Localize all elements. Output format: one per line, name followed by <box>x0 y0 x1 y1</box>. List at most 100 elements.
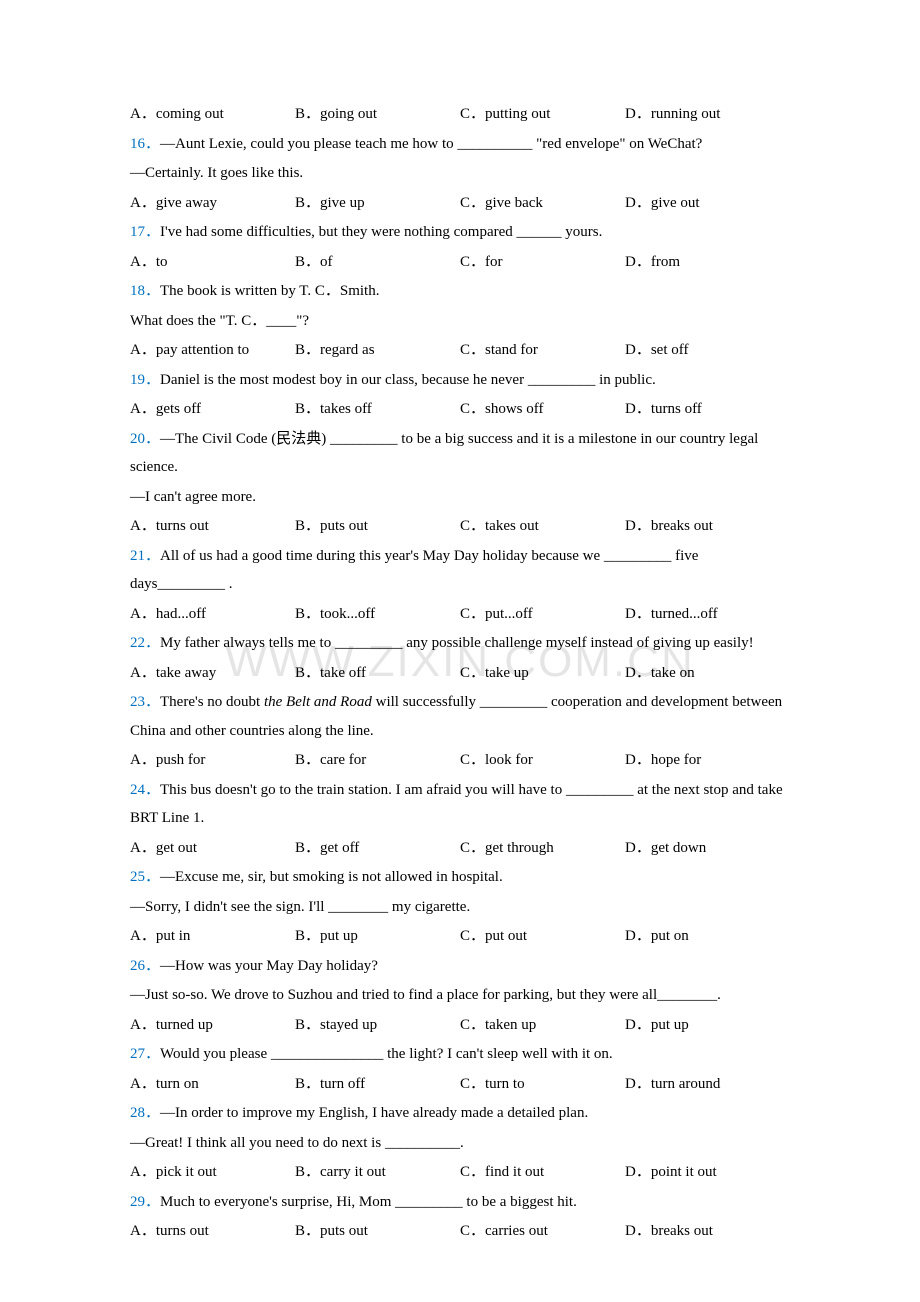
option-d: D．breaks out <box>625 512 790 541</box>
q16-options: A．give away B．give up C．give back D．give… <box>130 189 790 218</box>
q27-number: 27． <box>130 1046 160 1062</box>
option-c: C．shows off <box>460 395 625 424</box>
option-b: B．takes off <box>295 395 460 424</box>
option-c: C．takes out <box>460 512 625 541</box>
option-d: D．get down <box>625 834 790 863</box>
q18-line2: What does the "T. C．____"? <box>130 307 790 336</box>
q19-options: A．gets off B．takes off C．shows off D．tur… <box>130 395 790 424</box>
q27-line: 27．Would you please _______________ the … <box>130 1040 790 1069</box>
option-b: B．going out <box>295 100 460 129</box>
option-b: B．regard as <box>295 336 460 365</box>
q23-number: 23． <box>130 694 160 710</box>
document-page: WWW.ZIXIN.COM.CN A．coming out B．going ou… <box>0 0 920 1287</box>
option-d: D．turn around <box>625 1070 790 1099</box>
option-b: B．get off <box>295 834 460 863</box>
q16-line2: —Certainly. It goes like this. <box>130 159 790 188</box>
q21-text: All of us had a good time during this ye… <box>130 548 698 593</box>
q28-line2: —Great! I think all you need to do next … <box>130 1129 790 1158</box>
q20-line2: —I can't agree more. <box>130 483 790 512</box>
option-c: C．turn to <box>460 1070 625 1099</box>
q29-options: A．turns out B．puts out C．carries out D．b… <box>130 1217 790 1246</box>
option-a: A．coming out <box>130 100 295 129</box>
q19-line: 19．Daniel is the most modest boy in our … <box>130 366 790 395</box>
q25-line1: 25．—Excuse me, sir, but smoking is not a… <box>130 863 790 892</box>
q18-number: 18． <box>130 283 160 299</box>
q18-text1: The book is written by T. C．Smith. <box>160 283 379 299</box>
option-a: A．had...off <box>130 600 295 629</box>
q24-options: A．get out B．get off C．get through D．get … <box>130 834 790 863</box>
q18-line1: 18．The book is written by T. C．Smith. <box>130 277 790 306</box>
q17-number: 17． <box>130 224 160 240</box>
option-d: D．point it out <box>625 1158 790 1187</box>
option-a: A．give away <box>130 189 295 218</box>
option-d: D．put up <box>625 1011 790 1040</box>
q23-line: 23．There's no doubt the Belt and Road wi… <box>130 688 790 745</box>
option-d: D．hope for <box>625 746 790 775</box>
q22-line: 22．My father always tells me to ________… <box>130 629 790 658</box>
q21-number: 21． <box>130 548 160 564</box>
q27-text: Would you please _______________ the lig… <box>160 1046 613 1062</box>
option-c: C．carries out <box>460 1217 625 1246</box>
q27-options: A．turn on B．turn off C．turn to D．turn ar… <box>130 1070 790 1099</box>
option-b: B．stayed up <box>295 1011 460 1040</box>
option-a: A．turned up <box>130 1011 295 1040</box>
q25-number: 25． <box>130 869 160 885</box>
option-c: C．put out <box>460 922 625 951</box>
option-c: C．get through <box>460 834 625 863</box>
q24-line: 24．This bus doesn't go to the train stat… <box>130 776 790 833</box>
option-c: C．for <box>460 248 625 277</box>
option-a: A．turns out <box>130 512 295 541</box>
q16-line1: 16．—Aunt Lexie, could you please teach m… <box>130 130 790 159</box>
option-a: A．put in <box>130 922 295 951</box>
q28-number: 28． <box>130 1105 160 1121</box>
q21-options: A．had...off B．took...off C．put...off D．t… <box>130 600 790 629</box>
option-b: B．put up <box>295 922 460 951</box>
q29-text: Much to everyone's surprise, Hi, Mom ___… <box>160 1194 577 1210</box>
option-b: B．of <box>295 248 460 277</box>
q16-number: 16． <box>130 136 160 152</box>
option-d: D．take on <box>625 659 790 688</box>
option-b: B．give up <box>295 189 460 218</box>
option-d: D．breaks out <box>625 1217 790 1246</box>
q26-options: A．turned up B．stayed up C．taken up D．put… <box>130 1011 790 1040</box>
option-b: B．puts out <box>295 512 460 541</box>
option-a: A．turns out <box>130 1217 295 1246</box>
q22-number: 22． <box>130 635 160 651</box>
option-d: D．turned...off <box>625 600 790 629</box>
option-c: C．take up <box>460 659 625 688</box>
q20-number: 20． <box>130 431 160 447</box>
option-c: C．give back <box>460 189 625 218</box>
q24-text: This bus doesn't go to the train station… <box>130 782 783 827</box>
q22-options: A．take away B．take off C．take up D．take … <box>130 659 790 688</box>
option-a: A．push for <box>130 746 295 775</box>
q20-cn: 民法典 <box>276 431 321 447</box>
q25-options: A．put in B．put up C．put out D．put on <box>130 922 790 951</box>
page-content: A．coming out B．going out C．putting out D… <box>130 100 790 1246</box>
q29-number: 29． <box>130 1194 160 1210</box>
q18-options: A．pay attention to B．regard as C．stand f… <box>130 336 790 365</box>
q25-text1: —Excuse me, sir, but smoking is not allo… <box>160 869 503 885</box>
q24-number: 24． <box>130 782 160 798</box>
option-d: D．give out <box>625 189 790 218</box>
q26-text1: —How was your May Day holiday? <box>160 958 378 974</box>
q28-line1: 28．—In order to improve my English, I ha… <box>130 1099 790 1128</box>
option-d: D．put on <box>625 922 790 951</box>
option-c: C．stand for <box>460 336 625 365</box>
option-d: D．running out <box>625 100 790 129</box>
option-a: A．pay attention to <box>130 336 295 365</box>
option-a: A．take away <box>130 659 295 688</box>
option-a: A．turn on <box>130 1070 295 1099</box>
option-a: A．pick it out <box>130 1158 295 1187</box>
q21-line: 21．All of us had a good time during this… <box>130 542 790 599</box>
option-d: D．turns off <box>625 395 790 424</box>
option-b: B．took...off <box>295 600 460 629</box>
q25-line2: —Sorry, I didn't see the sign. I'll ____… <box>130 893 790 922</box>
q23-italic: the Belt and Road <box>264 694 372 710</box>
option-c: C．put...off <box>460 600 625 629</box>
option-c: C．find it out <box>460 1158 625 1187</box>
q26-number: 26． <box>130 958 160 974</box>
q22-text: My father always tells me to _________ a… <box>160 635 754 651</box>
option-b: B．turn off <box>295 1070 460 1099</box>
option-a: A．get out <box>130 834 295 863</box>
option-c: C．taken up <box>460 1011 625 1040</box>
